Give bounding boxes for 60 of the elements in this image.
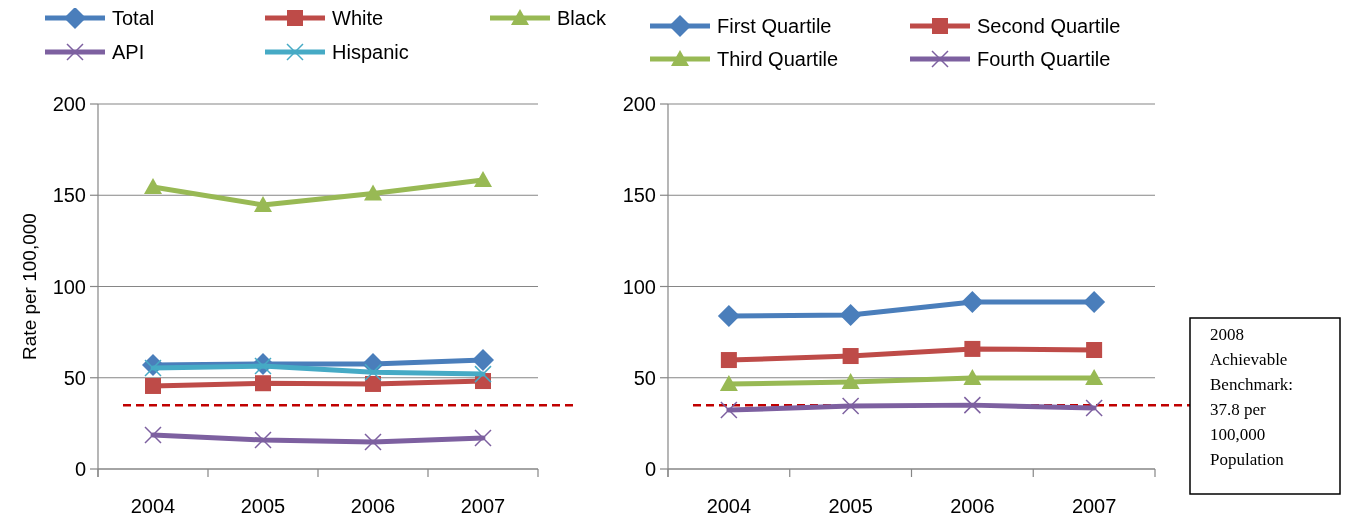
x-tick-label: 2006	[350, 495, 396, 517]
point	[1086, 342, 1103, 359]
point	[1083, 291, 1106, 314]
y-tick-label: 150	[622, 184, 656, 207]
point	[842, 348, 859, 365]
point	[364, 184, 382, 201]
legend-label: Total	[112, 7, 155, 29]
y-tick-label: 150	[52, 184, 86, 207]
point	[144, 359, 162, 377]
point	[1085, 399, 1103, 417]
y-tick-label: 200	[52, 93, 86, 115]
legend-label: White	[332, 7, 384, 29]
point	[1085, 368, 1104, 385]
point	[720, 352, 737, 369]
point	[961, 291, 984, 314]
y-axis-title: Rate per 100,000	[19, 213, 40, 360]
point	[254, 431, 272, 449]
point	[365, 375, 381, 392]
text: 2008 Achievable Benchmark: 37.8 per 100,000 Population	[1210, 325, 1294, 469]
x-tick-label: 2004	[130, 495, 176, 517]
x-tick-label: 2007	[1071, 495, 1117, 517]
y-tick-label: 50	[633, 366, 656, 389]
point	[255, 375, 271, 392]
point	[254, 195, 272, 212]
point	[963, 368, 982, 385]
x-tick-label: 2007	[460, 495, 506, 517]
y-tick-label: 0	[644, 458, 656, 480]
x-tick-label: 2004	[706, 495, 752, 517]
point	[364, 433, 382, 451]
legend-label: Black	[557, 7, 607, 29]
point	[472, 349, 494, 372]
y-tick-label: 100	[622, 275, 656, 298]
legend-label: Fourth Quartile	[977, 48, 1111, 70]
point	[474, 170, 492, 187]
point	[144, 426, 162, 444]
point	[839, 303, 862, 326]
point	[720, 401, 738, 419]
y-tick-label: 100	[52, 275, 86, 298]
point	[963, 396, 982, 414]
point	[364, 363, 382, 382]
point	[841, 397, 860, 415]
legend-label: Second Quartile	[977, 15, 1121, 37]
point	[964, 340, 981, 357]
legend-label: API	[112, 41, 145, 63]
point	[719, 374, 738, 391]
legend-label: Hispanic	[332, 41, 409, 63]
point	[474, 429, 492, 447]
point	[145, 377, 161, 394]
y-tick-label: 50	[63, 366, 86, 389]
x-tick-label: 2005	[828, 495, 873, 517]
x-tick-label: 2005	[240, 495, 286, 517]
y-tick-label: 200	[622, 93, 656, 115]
y-tick-label: 0	[74, 458, 86, 480]
legend-label: First Quartile	[717, 15, 832, 37]
point	[841, 372, 860, 389]
x-tick-label: 2006	[950, 495, 995, 517]
point	[474, 365, 492, 383]
legend-label: Third Quartile	[717, 48, 839, 70]
point	[717, 305, 740, 328]
point	[144, 178, 162, 195]
